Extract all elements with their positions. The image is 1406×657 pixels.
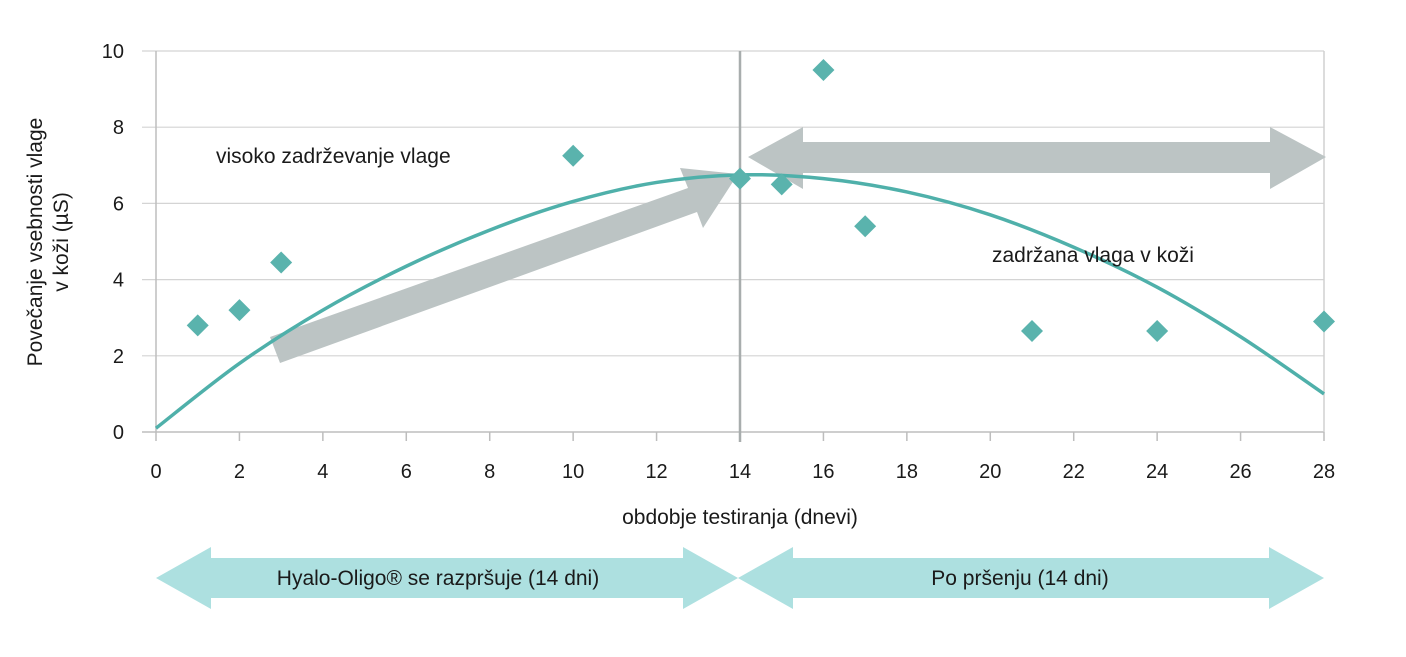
data-point (812, 59, 835, 82)
y-tick-label: 0 (113, 422, 124, 444)
data-point (770, 173, 793, 196)
data-point (228, 299, 251, 322)
gridlines (142, 50, 1324, 357)
x-tick-label: 24 (1146, 461, 1168, 483)
data-point (854, 215, 877, 238)
phase-arrow (738, 547, 1324, 609)
x-tick-label: 20 (979, 461, 1001, 483)
data-point (1313, 310, 1335, 333)
x-tick-label: 26 (1229, 461, 1251, 483)
x-tick-label: 8 (484, 461, 495, 483)
data-point (1146, 320, 1169, 343)
annotation-left: visoko zadrževanje vlage (216, 145, 451, 168)
x-tick-label: 10 (562, 461, 584, 483)
data-point (562, 144, 585, 167)
y-tick-label: 6 (113, 193, 124, 215)
x-tick-label: 6 (401, 461, 412, 483)
x-tick-label: 28 (1313, 461, 1335, 483)
phase-arrow (156, 547, 738, 609)
x-tick-label: 12 (645, 461, 667, 483)
x-tick-label: 2 (234, 461, 245, 483)
phase-arrows (156, 547, 1324, 609)
x-tick-label: 16 (812, 461, 834, 483)
x-axis-label: obdobje testiranja (dnevi) (622, 506, 858, 529)
data-point (1021, 320, 1043, 343)
y-tick-label: 10 (102, 41, 124, 63)
y-tick-label: 4 (113, 270, 124, 292)
horizontal-double-arrow (748, 127, 1326, 189)
y-axis-label-line1: Povečanje vsebnosti vlage (24, 118, 47, 367)
annotation-right: zadržana vlaga v koži (992, 244, 1194, 267)
y-axis-label-line2: v koži (µS) (50, 192, 73, 292)
data-point (729, 167, 751, 190)
x-tick-label: 4 (317, 461, 328, 483)
data-point (186, 314, 209, 337)
x-tick-label: 18 (896, 461, 918, 483)
y-tick-label: 2 (113, 346, 124, 368)
gray-arrows (270, 127, 1326, 363)
phase-label-1: Hyalo-Oligo® se razpršuje (14 dni) (277, 567, 599, 590)
phase-label-2: Po pršenju (14 dni) (931, 567, 1108, 590)
data-points (186, 59, 1335, 343)
x-tick-label: 22 (1063, 461, 1085, 483)
data-point (270, 251, 293, 274)
y-tick-label: 8 (113, 117, 124, 139)
diagonal-arrow (270, 168, 738, 363)
x-tick-label: 0 (150, 461, 161, 483)
x-tick-label: 14 (729, 461, 751, 483)
